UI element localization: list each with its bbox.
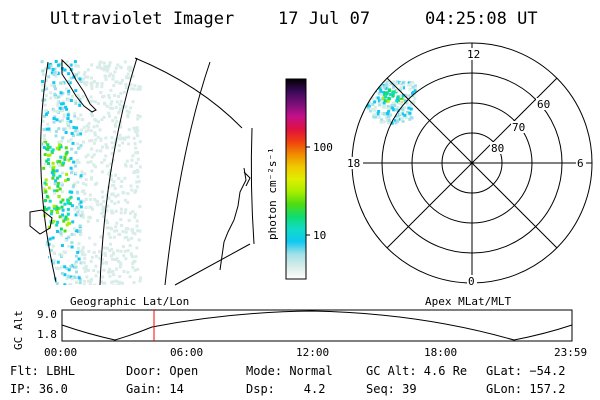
mode-readout: Mode: Normal xyxy=(246,364,333,378)
geo-latitude-2 xyxy=(174,243,251,286)
geo-meridian-2 xyxy=(164,61,211,286)
altitude-xtick-3: 18:00 xyxy=(424,346,457,359)
colorbar-scale xyxy=(285,78,307,280)
coastline-land-4 xyxy=(243,171,251,187)
polar-label-bg-18 xyxy=(345,157,363,169)
polar-label-80: 80 xyxy=(491,142,504,155)
altitude-curve xyxy=(61,310,573,341)
polar-label-0: 0 xyxy=(468,275,475,288)
geographic-image-panel xyxy=(29,57,255,286)
polar-label-bg-80 xyxy=(490,142,508,154)
coastline-land-2 xyxy=(29,209,53,235)
polar-mlat-mlt-plot: 12 0 18 6 60 70 80 xyxy=(345,42,593,288)
ip-readout: IP: 36.0 xyxy=(10,382,68,396)
glat-readout: GLat: −54.2 xyxy=(486,364,566,378)
gc-alt-readout: GC Alt: 4.6 Re xyxy=(366,364,468,378)
geo-meridian-3 xyxy=(250,127,255,245)
altitude-xtick-0: 00:00 xyxy=(44,346,77,359)
polar-label-60: 60 xyxy=(537,98,550,111)
seq-readout: Seq: 39 xyxy=(366,382,417,396)
coastline-land-3 xyxy=(219,167,247,271)
door-readout: Door: Open xyxy=(126,364,199,378)
colorbar-unit-label: photon cm⁻²s⁻¹ xyxy=(266,147,279,240)
polar-diagonal-2 xyxy=(386,77,558,249)
geo-limb-line xyxy=(40,61,57,283)
altitude-plot: GC Alt 9.0 1.8 00:00 06:00 12:00 18:00 2… xyxy=(12,308,587,359)
header-time: 04:25:08 UT xyxy=(425,9,538,29)
colorbar: 100 10 photon cm⁻²s⁻¹ xyxy=(266,78,333,280)
altitude-xtick-1: 06:00 xyxy=(170,346,203,359)
app-title: Ultraviolet Imager xyxy=(50,9,234,29)
polar-label-bg-60 xyxy=(536,98,554,110)
apex-caption: Apex MLat/MLT xyxy=(425,295,511,308)
polar-label-18: 18 xyxy=(347,157,360,170)
polar-label-70: 70 xyxy=(512,121,525,134)
header-date: 17 Jul 07 xyxy=(278,9,370,29)
dsp-readout: Dsp: 4.2 xyxy=(246,382,326,396)
colorbar-tick-10: 10 xyxy=(313,229,326,242)
altitude-xtick-2: 12:00 xyxy=(296,346,329,359)
altitude-ytick-top: 9.0 xyxy=(37,308,57,321)
polar-label-6: 6 xyxy=(577,157,584,170)
polar-label-bg-12 xyxy=(465,48,481,60)
gain-readout: Gain: 14 xyxy=(126,382,184,396)
altitude-xtick-4: 23:59 xyxy=(554,346,587,359)
filter-readout: Flt: LBHL xyxy=(10,364,76,378)
geo-coastlines xyxy=(29,58,251,271)
polar-label-bg-70 xyxy=(511,121,529,133)
coastline-land-1 xyxy=(61,58,97,113)
polar-label-12: 12 xyxy=(467,48,480,61)
geo-caption: Geographic Lat/Lon xyxy=(70,295,189,308)
geo-grid-lines xyxy=(40,57,255,286)
geo-latitude-1 xyxy=(134,57,243,129)
colorbar-tick-100: 100 xyxy=(313,141,333,154)
altitude-ylabel: GC Alt xyxy=(12,310,25,350)
glon-readout: GLon: 157.2 xyxy=(486,382,566,396)
altitude-ytick-bottom: 1.8 xyxy=(37,328,57,341)
altitude-plot-frame xyxy=(61,309,573,342)
polar-aurora-pixels xyxy=(364,80,417,125)
colorbar-ticks xyxy=(306,146,310,236)
geo-meridian-1 xyxy=(99,57,138,286)
polar-label-bg-0 xyxy=(467,275,477,287)
polar-label-bg-6 xyxy=(576,157,586,169)
